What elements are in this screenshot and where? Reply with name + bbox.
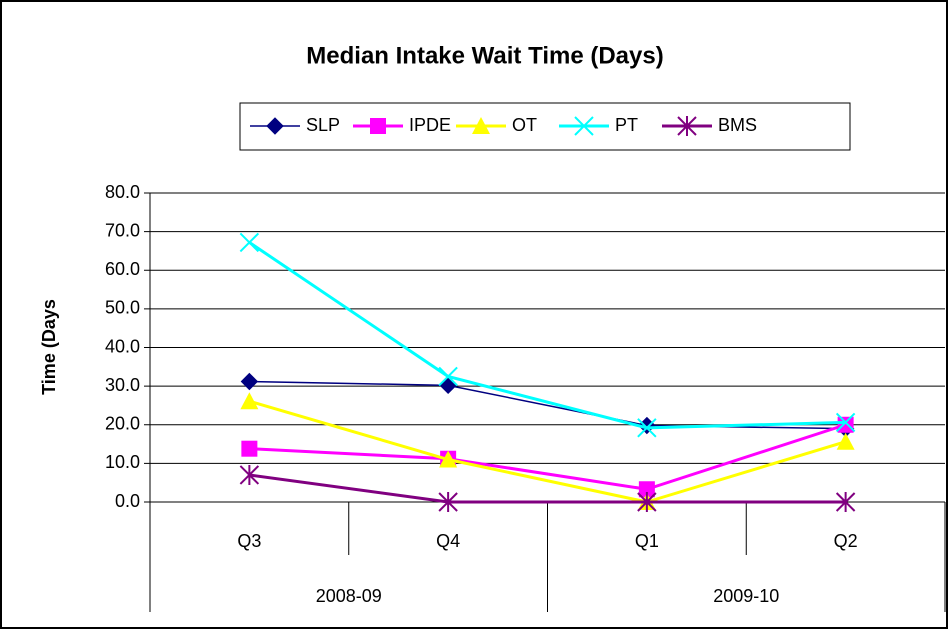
legend-label: IPDE xyxy=(409,115,451,135)
legend-label: PT xyxy=(615,115,638,135)
legend-marker xyxy=(266,117,284,135)
y-tick-label: 40.0 xyxy=(105,336,140,356)
legend-label: BMS xyxy=(718,115,757,135)
series-line xyxy=(249,380,846,430)
data-point xyxy=(637,418,657,438)
y-tick-label: 60.0 xyxy=(105,259,140,279)
data-point xyxy=(637,492,657,512)
y-tick-label: 10.0 xyxy=(105,452,140,472)
x-tick-label: Q3 xyxy=(237,531,261,551)
chart-title: Median Intake Wait Time (Days) xyxy=(306,42,663,69)
y-tick-label: 50.0 xyxy=(105,298,140,318)
data-point xyxy=(239,464,260,485)
x-tick-label: Q4 xyxy=(436,531,460,551)
data-point xyxy=(837,416,854,433)
data-point xyxy=(836,432,855,450)
y-tick-label: 70.0 xyxy=(105,220,140,240)
series-line xyxy=(248,399,847,504)
legend-label: OT xyxy=(512,115,537,135)
y-tick-label: 80.0 xyxy=(105,182,140,202)
data-point xyxy=(835,492,856,512)
legend-marker xyxy=(574,116,594,136)
data-point xyxy=(438,492,458,512)
legend-marker xyxy=(370,118,386,134)
data-point xyxy=(241,440,258,457)
y-axis-label: Time (Days xyxy=(39,299,59,395)
data-point xyxy=(438,366,458,387)
series-line xyxy=(248,241,846,430)
data-point xyxy=(240,392,259,410)
data-point xyxy=(239,232,260,253)
legend-marker xyxy=(472,117,490,134)
y-tick-label: 0.0 xyxy=(115,491,140,511)
group-label: 2009-10 xyxy=(713,586,779,606)
x-tick-label: Q2 xyxy=(834,531,858,551)
legend-marker xyxy=(677,116,697,136)
y-tick-label: 20.0 xyxy=(105,414,140,434)
group-label: 2008-09 xyxy=(316,586,382,606)
series-line xyxy=(249,423,847,491)
data-point xyxy=(638,481,655,498)
data-point xyxy=(835,412,856,433)
legend-box xyxy=(239,102,851,151)
data-point xyxy=(240,372,259,391)
y-tick-label: 30.0 xyxy=(105,375,140,395)
x-tick-label: Q1 xyxy=(635,531,659,551)
series-line xyxy=(249,473,846,504)
data-point xyxy=(439,450,458,468)
legend-label: SLP xyxy=(306,115,340,135)
